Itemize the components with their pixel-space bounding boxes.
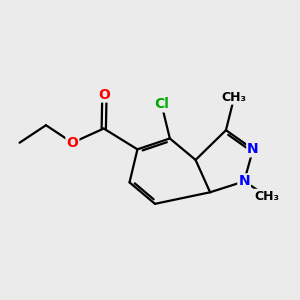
Text: CH₃: CH₃ <box>255 190 280 203</box>
Text: O: O <box>98 88 110 101</box>
Text: O: O <box>67 136 78 150</box>
Text: Cl: Cl <box>154 98 169 111</box>
Text: N: N <box>238 174 250 188</box>
Text: CH₃: CH₃ <box>222 91 247 104</box>
Text: N: N <box>247 142 259 156</box>
